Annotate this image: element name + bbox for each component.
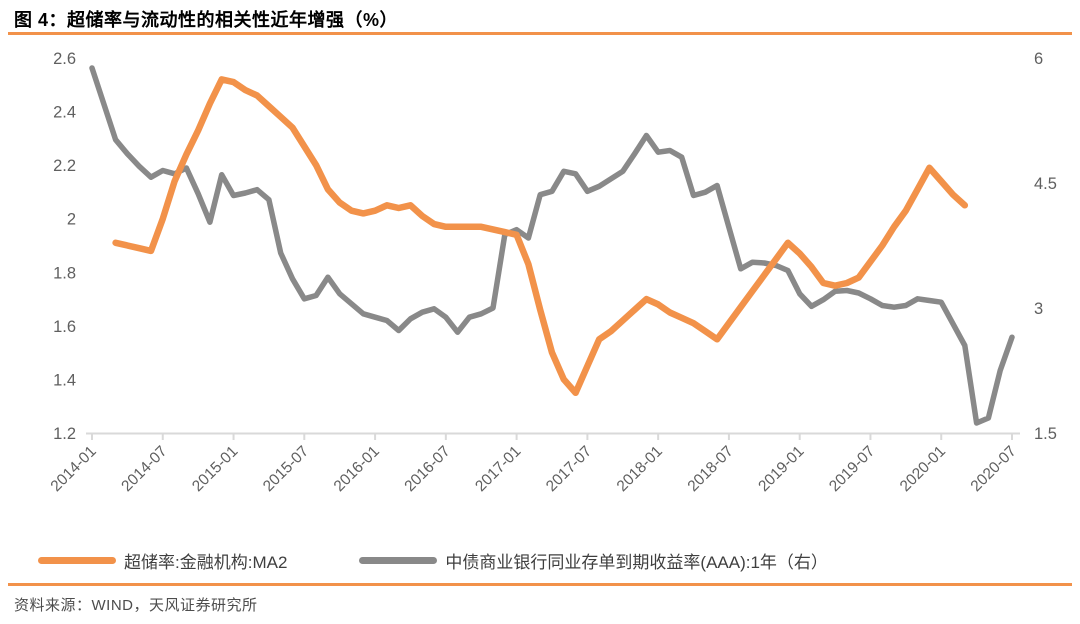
x-axis-label: 2014-07 [118,443,170,495]
x-axis-label: 2018-07 [685,443,737,495]
y-axis-left-label: 2.6 [53,50,76,68]
x-axis-label: 2020-01 [897,443,949,495]
x-axis-label: 2015-07 [260,443,312,495]
y-axis-right-label: 6 [1034,50,1043,68]
source-note: 资料来源：WIND，天风证券研究所 [14,597,258,614]
x-axis-label: 2018-01 [614,443,666,495]
x-axis-label: 2019-07 [826,443,878,495]
chart-title: 图 4：超储率与流动性的相关性近年增强（%） [14,10,399,30]
footer-divider-rule [8,583,1072,586]
x-axis-label: 2019-01 [755,443,807,495]
series-line-excess-reserve [112,76,969,397]
x-axis-label: 2017-01 [472,443,524,495]
y-axis-right-label: 1.5 [1034,425,1057,443]
orange-line-swatch-icon [38,557,116,564]
legend-label: 中债商业银行同业存单到期收益率(AAA):1年（右） [445,553,828,572]
gray-line-swatch-icon [359,557,438,564]
y-axis-right-label: 3 [1034,300,1043,318]
chart-canvas: 2014-01 2014-07 2015-01 2015-07 2016-01 2016-… [48,50,1057,495]
x-axis-label: 2016-07 [401,443,453,495]
x-axis-label: 2020-07 [968,443,1020,495]
legend-label: 超储率:金融机构:MA2 [124,553,288,572]
x-axis-label: 2014-01 [48,443,100,495]
x-axis-label: 2016-01 [331,443,383,495]
chart-legend: 超储率:金融机构:MA2 中债商业银行同业存单到期收益率(AAA):1年（右） [38,548,1070,573]
y-axis-left-label: 1.4 [53,371,76,389]
y-axis-left-label: 1.8 [53,264,76,282]
y-axis-left-label: 2 [67,211,76,229]
y-axis-left-label: 1.2 [53,425,76,443]
y-axis-left-label: 1.6 [53,318,76,336]
series-line-ncd-yield [89,65,1015,426]
title-divider-rule [8,32,1072,35]
y-axis-left-label: 2.2 [53,157,76,175]
legend-item-ncd-yield: 中债商业银行同业存单到期收益率(AAA):1年（右） [359,548,828,573]
legend-item-excess-reserve: 超储率:金融机构:MA2 [38,548,287,573]
y-axis-left-label: 2.4 [53,104,76,122]
y-axis-right-label: 4.5 [1034,175,1057,193]
x-axis-label: 2017-07 [543,443,595,495]
x-axis-label: 2015-01 [189,443,241,495]
